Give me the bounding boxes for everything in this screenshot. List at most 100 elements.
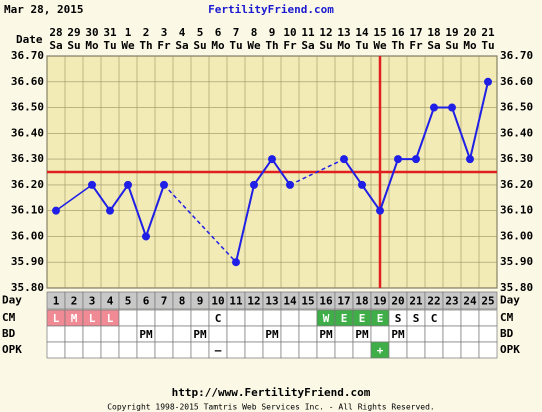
table-cell (226, 341, 246, 359)
weekday-label: Mo (85, 39, 99, 52)
row-label-right: OPK (500, 343, 520, 356)
cell-text: W (323, 312, 330, 325)
cell-text: E (377, 312, 384, 325)
copyright: Copyright 1998-2015 Tamtris Web Services… (107, 403, 435, 412)
cell-text: 15 (301, 295, 314, 308)
date-label: Date (16, 33, 43, 46)
table-cell (154, 309, 174, 327)
table-cell (118, 309, 138, 327)
y-tick-label: 36.00 (11, 229, 44, 242)
cell-text: PM (193, 328, 207, 341)
cell-text: 3 (89, 295, 96, 308)
row-label: CM (2, 311, 16, 324)
cell-text: E (359, 312, 366, 325)
url[interactable]: http://www.FertilityFriend.com (172, 386, 371, 399)
table-cell (100, 341, 120, 359)
cell-text: 21 (409, 295, 423, 308)
y-tick-label: 36.20 (11, 178, 44, 191)
temperature-point (142, 232, 150, 241)
date-label: 4 (179, 26, 186, 39)
cell-text: 22 (427, 295, 440, 308)
weekday-label: We (247, 39, 261, 52)
weekday-label: Su (193, 39, 206, 52)
cell-text: 16 (319, 295, 333, 308)
table-cell (424, 325, 444, 343)
temperature-point (484, 77, 492, 86)
table-cell (478, 325, 498, 343)
date-label: 10 (283, 26, 296, 39)
temperature-point (88, 180, 96, 189)
table-cell (424, 341, 444, 359)
cell-text: 14 (283, 295, 297, 308)
temperature-point (412, 155, 420, 164)
weekday-label: Sa (49, 39, 62, 52)
weekday-label: Sa (427, 39, 440, 52)
date-label: 13 (337, 26, 350, 39)
weekday-label: Su (445, 39, 458, 52)
temperature-point (232, 258, 240, 267)
weekday-label: Fr (157, 39, 171, 52)
temperature-point (52, 206, 60, 215)
date-label: 19 (445, 26, 458, 39)
date-label: 3 (161, 26, 168, 39)
cell-text: L (107, 312, 114, 325)
weekday-label: Th (139, 39, 152, 52)
date-label: 9 (269, 26, 276, 39)
cell-text: C (215, 312, 222, 325)
table-cell (244, 341, 264, 359)
table-cell (118, 341, 138, 359)
date-label: 30 (85, 26, 98, 39)
table-cell (460, 341, 480, 359)
date-label: 17 (409, 26, 422, 39)
temperature-point (124, 180, 132, 189)
table-cell (478, 341, 498, 359)
y-tick-label-right: 36.60 (500, 75, 533, 88)
cell-text: 24 (463, 295, 477, 308)
table-cell (82, 341, 102, 359)
cell-text: PM (265, 328, 279, 341)
site-title[interactable]: FertilityFriend.com (208, 3, 334, 16)
y-tick-label-right: 36.70 (500, 49, 533, 62)
table-cell (46, 341, 66, 359)
table-cell (442, 325, 462, 343)
cell-text: 8 (179, 295, 186, 308)
table-cell (280, 309, 300, 327)
y-tick-label-right: 36.10 (500, 204, 533, 217)
date-label: 20 (463, 26, 476, 39)
table-cell (280, 341, 300, 359)
table-cell (442, 341, 462, 359)
cell-text: 25 (481, 295, 494, 308)
temperature-point (106, 206, 114, 215)
cell-text: 20 (391, 295, 404, 308)
date-label: 7 (233, 26, 240, 39)
cell-text: 5 (125, 295, 132, 308)
table-cell (100, 325, 120, 343)
cell-text: 6 (143, 295, 150, 308)
y-tick-label-right: 35.80 (500, 281, 533, 294)
temperature-point (448, 103, 456, 112)
temperature-point (160, 180, 168, 189)
weekday-label: Su (67, 39, 80, 52)
table-cell (172, 309, 192, 327)
table-cell (406, 325, 426, 343)
date-label: 1 (125, 26, 132, 39)
date-label: 29 (67, 26, 80, 39)
y-tick-label: 36.60 (11, 75, 44, 88)
date-label: 16 (391, 26, 405, 39)
gap-connector (163, 184, 237, 263)
table-cell (64, 341, 84, 359)
cell-text: M (71, 312, 78, 325)
cell-text: 13 (265, 295, 278, 308)
table-cell (460, 309, 480, 327)
table-cell (190, 341, 210, 359)
cell-text: PM (319, 328, 333, 341)
cell-text: 9 (197, 295, 204, 308)
cell-text: PM (355, 328, 369, 341)
cell-text: 1 (53, 295, 60, 308)
table-cell (406, 341, 426, 359)
table-cell (388, 341, 408, 359)
cell-text: 7 (161, 295, 168, 308)
date-label: 8 (251, 26, 258, 39)
table-cell (370, 325, 390, 343)
